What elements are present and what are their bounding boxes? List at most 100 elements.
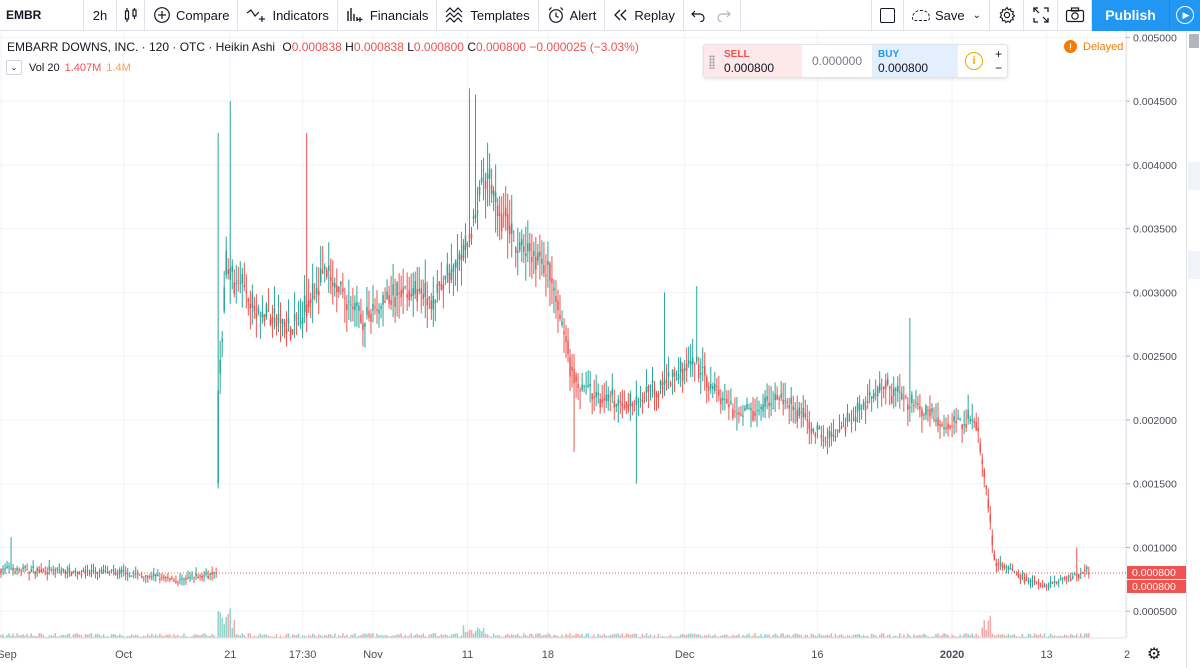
- templates-button[interactable]: Templates: [437, 0, 539, 31]
- volume-bar: [74, 633, 77, 638]
- snapshot-button[interactable]: [1058, 0, 1092, 31]
- candle-body: [462, 244, 465, 259]
- candle-body: [740, 413, 742, 416]
- play-button[interactable]: ▶: [1170, 0, 1200, 31]
- volume-bar: [257, 635, 260, 638]
- volume-bar: [583, 636, 585, 638]
- volume-bar: [235, 634, 238, 638]
- collapse-legend-button[interactable]: ⌄: [6, 60, 22, 75]
- candle-body: [703, 365, 706, 376]
- candle-body: [697, 364, 700, 379]
- volume-bar: [478, 628, 481, 638]
- volume-bar: [126, 635, 129, 638]
- indicators-button[interactable]: Indicators: [238, 0, 338, 31]
- volume-bar: [366, 634, 368, 638]
- volume-bar: [679, 634, 682, 638]
- volume-bar: [510, 634, 513, 638]
- info-button[interactable]: i: [958, 45, 990, 77]
- save-button[interactable]: Save ⌄: [904, 0, 990, 31]
- volume-bar: [245, 636, 248, 638]
- volume-bar: [631, 634, 634, 638]
- financials-button[interactable]: Financials: [338, 0, 438, 31]
- volume-bar: [68, 633, 71, 638]
- candle-body: [400, 290, 402, 298]
- bar-style-button[interactable]: [117, 0, 145, 31]
- volume-bar: [464, 632, 467, 638]
- candle-body: [396, 282, 398, 296]
- publish-button[interactable]: Publish: [1092, 0, 1170, 31]
- replay-button[interactable]: Replay: [605, 0, 684, 31]
- candle-body: [951, 425, 953, 427]
- fullscreen-button[interactable]: [1024, 0, 1058, 31]
- candle-body: [909, 407, 911, 409]
- volume-bar: [422, 633, 425, 638]
- plus-button[interactable]: +: [994, 47, 1002, 61]
- volume-bar: [470, 630, 473, 638]
- volume-bar: [625, 633, 628, 638]
- volume-bar: [118, 634, 121, 638]
- redo-button[interactable]: [712, 0, 741, 31]
- interval-button[interactable]: 2h: [84, 0, 117, 31]
- volume-bar: [607, 636, 610, 638]
- undo-button[interactable]: [684, 0, 712, 31]
- candle-body: [183, 579, 185, 581]
- volume-bar: [1009, 635, 1012, 638]
- volume-bar: [442, 635, 445, 638]
- candle-body: [826, 442, 829, 444]
- layout-button[interactable]: [872, 0, 904, 31]
- candle-body: [979, 443, 981, 453]
- volume-bar: [456, 633, 459, 638]
- buy-button[interactable]: BUY 0.000800: [872, 45, 958, 77]
- candle-body: [496, 205, 499, 217]
- minus-button[interactable]: −: [994, 61, 1002, 75]
- volume-bar: [776, 634, 778, 638]
- panel-scroll-thumb[interactable]: [1189, 34, 1199, 48]
- candle-body: [245, 291, 248, 294]
- candle-body: [1053, 580, 1056, 583]
- candle-body: [273, 308, 276, 314]
- candle-body: [716, 386, 718, 388]
- candle-body: [850, 422, 853, 424]
- volume-bar: [1017, 636, 1020, 638]
- delayed-status[interactable]: ! Delayed: [1064, 40, 1123, 53]
- volume-bar: [567, 635, 569, 638]
- drag-handle-icon[interactable]: [709, 55, 715, 69]
- candle-body: [68, 567, 71, 573]
- volume-bar: [448, 636, 451, 638]
- price-chart[interactable]: 0.005000 0.004500 0.004000 0.003500 0.003000…: [0, 31, 1186, 668]
- volume-bar: [181, 635, 183, 638]
- candle-body: [74, 570, 77, 572]
- volume-bar: [724, 634, 726, 638]
- alert-button[interactable]: Alert: [539, 0, 606, 31]
- settings-button[interactable]: [990, 0, 1024, 31]
- volume-bar: [177, 634, 179, 638]
- candle-body: [444, 275, 447, 280]
- candle-body: [241, 273, 244, 284]
- chart-settings-button[interactable]: ⚙: [1143, 643, 1165, 665]
- volume-bar: [265, 634, 268, 638]
- candle-body: [1084, 569, 1086, 571]
- volume-bar: [1021, 633, 1024, 638]
- volume-bar: [864, 636, 867, 638]
- symbol-search[interactable]: EMBR: [0, 0, 84, 31]
- candle-body: [744, 407, 746, 411]
- volume-bar: [315, 636, 318, 638]
- candle-body: [1049, 581, 1052, 585]
- candle-body: [601, 399, 603, 403]
- volume-bar: [1001, 634, 1004, 638]
- compare-button[interactable]: Compare: [145, 0, 239, 31]
- volume-bar: [740, 636, 742, 638]
- candle-body: [915, 402, 917, 404]
- volume-bar: [1003, 634, 1006, 638]
- volume-bar: [1077, 636, 1080, 638]
- volume-bar: [832, 636, 835, 638]
- volume-bar: [420, 634, 423, 638]
- chart-legend: EMBARR DOWNS, INC. · 120 · OTC · Heikin …: [7, 40, 639, 54]
- sell-button[interactable]: SELL 0.000800: [704, 45, 802, 77]
- candle-body: [870, 396, 873, 399]
- volume-bar: [806, 634, 809, 638]
- volume-bar: [691, 634, 694, 638]
- candle-body: [1059, 578, 1062, 580]
- candle-body: [104, 571, 107, 573]
- volume-bar: [874, 635, 877, 638]
